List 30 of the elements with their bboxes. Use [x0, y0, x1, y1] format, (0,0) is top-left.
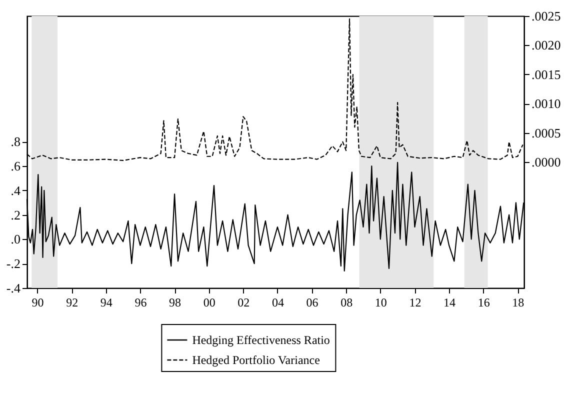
y2-tick-label: .0010 [532, 96, 561, 112]
x-tick-label: 92 [66, 296, 78, 310]
legend-label: Hedging Effectiveness Ratio [192, 333, 330, 347]
x-tick-label: 02 [238, 296, 250, 310]
y2-tick-label: .0000 [532, 154, 561, 170]
x-tick-label: 98 [169, 296, 182, 310]
x-tick-label: 94 [100, 296, 112, 310]
x-tick-label: 08 [340, 296, 353, 310]
legend-label: Hedged Portfolio Variance [192, 353, 320, 367]
x-tick-label: 06 [306, 296, 318, 310]
y-tick-label: .8 [10, 134, 20, 150]
x-tick-label: 04 [272, 296, 284, 310]
y2-tick-label: .0025 [532, 8, 561, 24]
x-tick-label: 90 [32, 296, 44, 310]
x-tick-label: 10 [374, 296, 387, 310]
x-tick-label: 14 [444, 296, 456, 310]
y2-tick-label: .0020 [532, 38, 561, 53]
y-tick-label: -.2 [6, 256, 20, 272]
x-tick-label: 00 [203, 296, 216, 310]
y-tick-label: -.4 [6, 280, 21, 296]
y2-tick-label: .0015 [532, 66, 561, 82]
y2-tick-label: .0005 [532, 125, 561, 140]
x-tick-label: 12 [409, 296, 422, 310]
x-tick-label: 96 [134, 296, 147, 310]
x-tick-label: 18 [512, 296, 524, 310]
y-tick-label: .2 [10, 207, 20, 222]
x-tick-label: 16 [478, 296, 490, 310]
y-tick-label: .6 [10, 158, 21, 174]
y-tick-label: .0 [10, 232, 20, 247]
y-tick-label: .4 [10, 182, 21, 198]
